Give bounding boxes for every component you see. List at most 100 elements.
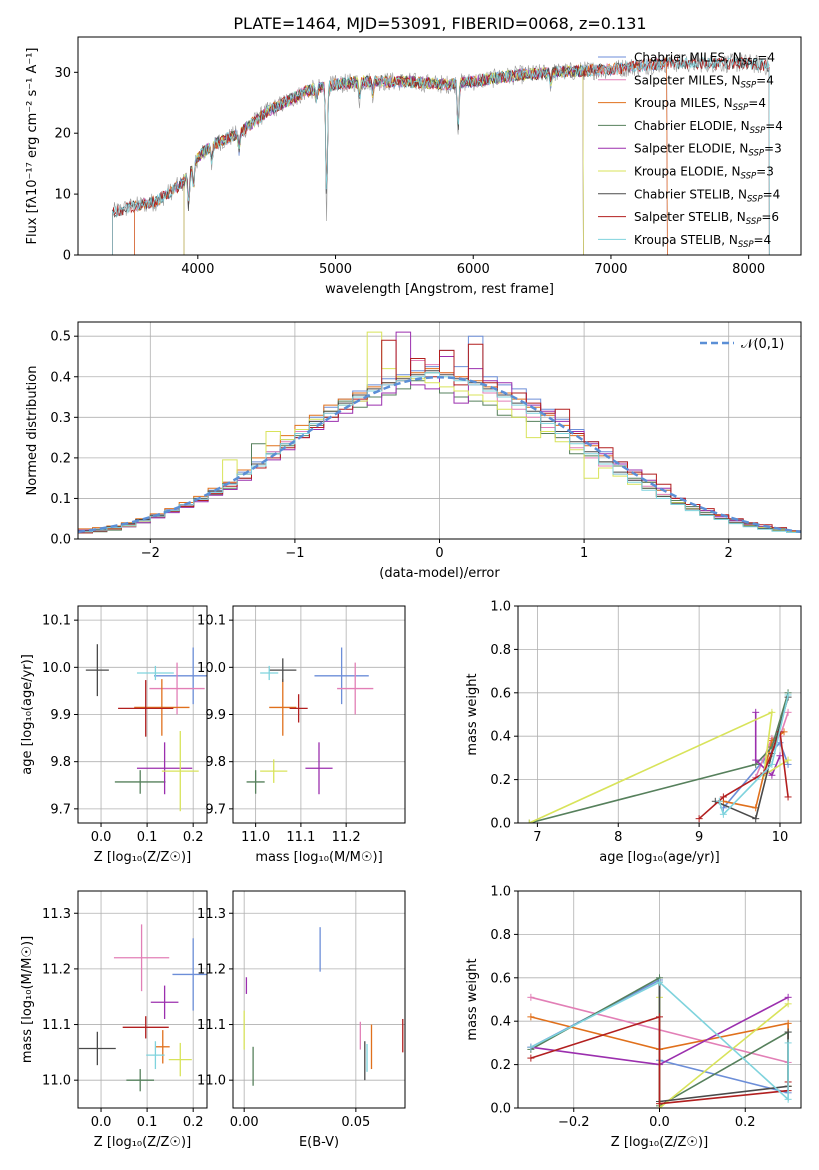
x-tick-label: 1 [580, 546, 588, 561]
y-axis-label: Flux [fλ10⁻¹⁷ erg cm⁻² s⁻¹ A⁻¹] [25, 48, 40, 245]
x-tick-label: −2 [141, 546, 160, 561]
plot-frame [77, 36, 802, 256]
plot-area-mass-vs-Z [78, 924, 207, 1092]
x-tick-label: 6000 [457, 262, 490, 277]
x-tick-label: −0.2 [558, 1115, 590, 1130]
x-tick-label: 0.2 [735, 1115, 756, 1130]
x-axis-label: Z [log₁₀(Z/Z☉)] [611, 1135, 708, 1150]
y-axis-label: mass weight [465, 673, 480, 755]
y-tick-label: 0.0 [490, 1102, 511, 1117]
y-axis-label: age [log₁₀(age/yr)] [20, 654, 35, 775]
x-tick-label: 9 [695, 830, 703, 845]
chart-mass-vs-EBV: 0.00 0.05 11.0 11.1 11.2 11.3 E(B-V) [197, 890, 406, 1150]
y-tick-label: 11.2 [197, 962, 226, 977]
chart-age-vs-mass: 11.0 11.1 11.2 9.7 9.8 9.9 10.0 10.1 mass [log₁₀… [197, 605, 406, 865]
x-tick-label: 0.2 [183, 1115, 204, 1130]
weight-series-line [528, 710, 789, 823]
x-axis-label: (data-model)/error [379, 566, 500, 581]
y-tick-label: 11.0 [42, 1074, 71, 1089]
y-tick-label: 0.4 [490, 1015, 511, 1030]
y-tick-label: 9.9 [205, 708, 226, 723]
model-spectrum-line [134, 57, 668, 255]
plot-area-age-vs-mass [246, 647, 374, 795]
y-tick-label: 0.0 [490, 817, 511, 832]
x-tick-label: −1 [285, 546, 304, 561]
y-tick-label: 0 [63, 249, 71, 264]
model-spectrum-line [112, 56, 770, 255]
legend-label: Chabrier MILES, NSSP=4 [634, 51, 775, 68]
y-tick-label: 0.2 [50, 451, 71, 466]
legend-label: Kroupa ELODIE, NSSP=3 [634, 165, 774, 182]
plot-frame [517, 605, 802, 824]
x-axis-label: E(B-V) [299, 1135, 339, 1150]
x-tick-label: 0.05 [341, 1115, 370, 1130]
y-axis-label: mass weight [465, 958, 480, 1040]
y-tick-label: 20 [54, 127, 71, 142]
x-tick-label: 0.2 [183, 830, 204, 845]
y-tick-label: 11.1 [197, 1018, 226, 1033]
x-axis-label: wavelength [Angstrom, rest frame] [325, 282, 554, 297]
y-tick-label: 9.8 [205, 755, 226, 770]
legend: Chabrier MILES, NSSP=4 Salpeter MILES, NS… [598, 51, 783, 250]
y-axis-label: mass [log₁₀(M/M☉)] [20, 936, 35, 1063]
model-spectrum-line [183, 64, 584, 255]
weight-series-line [529, 692, 789, 823]
y-tick-label: 30 [54, 66, 71, 81]
plot-area-spectrum [112, 53, 770, 255]
x-tick-label: 0 [435, 546, 443, 561]
plot-frame [232, 890, 406, 1109]
figure-title: PLATE=1464, MJD=53091, FIBERID=0068, z=0… [233, 14, 646, 33]
legend-label: Salpeter STELIB, NSSP=6 [634, 210, 779, 227]
y-tick-label: 11.3 [197, 907, 226, 922]
weight-series-line [658, 997, 789, 1108]
legend: 𝒩(0,1) [700, 337, 784, 352]
x-tick-label: 0.1 [137, 1115, 158, 1130]
y-axis-label: Normed distribution [25, 366, 40, 496]
y-tick-label: 11.1 [42, 1018, 71, 1033]
legend-label: Kroupa MILES, NSSP=4 [634, 96, 766, 113]
x-tick-label: 0.00 [230, 1115, 259, 1130]
x-tick-label: 11.0 [241, 830, 270, 845]
x-tick-label: 7000 [594, 262, 627, 277]
y-tick-label: 0.3 [50, 411, 71, 426]
y-tick-label: 9.8 [50, 755, 71, 770]
legend-label: Chabrier ELODIE, NSSP=4 [634, 119, 783, 136]
x-tick-label: 4000 [181, 262, 214, 277]
plot-area-residuals [78, 331, 801, 539]
x-tick-label: 8 [614, 830, 622, 845]
histogram-step [78, 372, 801, 539]
y-tick-label: 0.1 [50, 492, 71, 507]
plot-area-weight-vs-age [525, 689, 792, 823]
plot-area-age-vs-Z [85, 644, 207, 812]
plot-frame [77, 890, 208, 1109]
x-axis-label: age [log₁₀(age/yr)] [599, 850, 720, 865]
x-tick-label: 7 [533, 830, 541, 845]
y-tick-label: 0.8 [490, 928, 511, 943]
legend-label: Kroupa STELIB, NSSP=4 [634, 233, 771, 250]
x-axis-label: mass [log₁₀(M/M☉)] [255, 850, 382, 865]
plot-area-mass-vs-EBV [243, 927, 404, 1086]
chart-residuals: 𝒩(0,1) −2 −1 0 1 2 0.0 0.1 0.2 0.3 0.4 0.5 (data-mod… [25, 321, 802, 581]
x-tick-label: 0.0 [91, 830, 112, 845]
y-tick-label: 0.2 [490, 773, 511, 788]
y-tick-label: 10.1 [42, 614, 71, 629]
y-tick-label: 0.0 [50, 533, 71, 548]
y-tick-label: 11.3 [42, 907, 71, 922]
x-tick-label: 2 [725, 546, 733, 561]
x-tick-label: 0.0 [91, 1115, 112, 1130]
y-tick-label: 11.2 [42, 962, 71, 977]
y-tick-label: 0.5 [50, 330, 71, 345]
weight-series-line [718, 694, 789, 816]
chart-spectrum: Chabrier MILES, NSSP=4 Salpeter MILES, NS… [25, 36, 802, 297]
model-spectrum-line [183, 65, 584, 255]
y-tick-label: 1.0 [490, 885, 511, 900]
x-tick-label: 0.0 [649, 1115, 670, 1130]
x-tick-label: 5000 [319, 262, 352, 277]
y-tick-label: 0.6 [490, 686, 511, 701]
y-tick-label: 11.0 [197, 1074, 226, 1089]
plot-area-weight-vs-Z [527, 974, 792, 1108]
weight-series-line [530, 981, 789, 1102]
x-tick-label: 10 [772, 830, 789, 845]
x-tick-label: 11.1 [286, 830, 315, 845]
x-axis-label: Z [log₁₀(Z/Z☉)] [94, 1135, 191, 1150]
